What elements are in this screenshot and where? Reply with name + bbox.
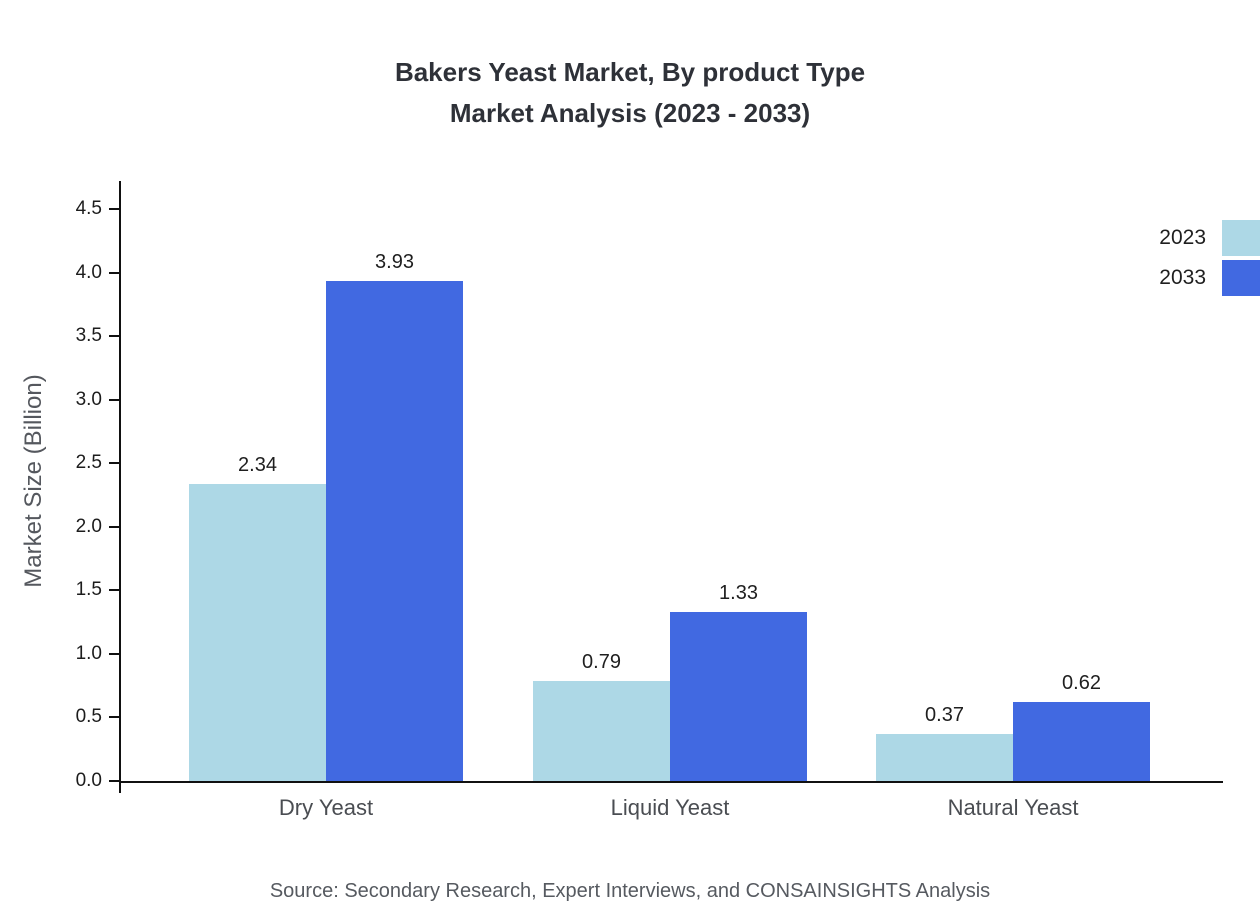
chart-title-line2: Market Analysis (2023 - 2033) — [449, 98, 811, 128]
y-axis-tick — [109, 462, 119, 465]
bar-2023-dry-yeast — [189, 483, 326, 781]
y-axis-tick-label: 4.0 — [75, 261, 102, 283]
y-axis-tick-label: 4.5 — [75, 198, 102, 219]
y-axis-tick-label: 1.0 — [75, 642, 102, 664]
legend-label: 2023 — [1159, 226, 1206, 249]
legend-swatch-icon — [1222, 220, 1260, 256]
bar-value-label: 0.62 — [1062, 672, 1101, 695]
x-axis-line — [119, 781, 1223, 783]
legend: 2023 2033 — [1159, 218, 1260, 298]
x-axis-label-dry-yeast: Dry Yeast — [278, 795, 374, 820]
y-axis-tick — [109, 335, 119, 338]
chart-title: Bakers Yeast Market, By product Type Mar… — [0, 52, 1260, 134]
y-axis-tick — [109, 589, 119, 592]
y-axis-tick-label: 1.5 — [75, 579, 102, 601]
y-axis-tick-label: 2.0 — [75, 515, 102, 537]
legend-swatch-icon — [1222, 260, 1260, 296]
chart-title-line1: Bakers Yeast Market, By product Type — [394, 57, 866, 87]
y-axis-tick — [109, 525, 119, 528]
y-axis-tick — [109, 780, 119, 782]
bar-value-label: 3.93 — [375, 251, 414, 274]
y-axis-tick — [109, 652, 119, 655]
y-axis-tick — [109, 208, 119, 210]
y-axis-tick — [109, 398, 119, 401]
y-axis-line — [119, 181, 121, 783]
x-axis-tick — [119, 783, 121, 793]
legend-label: 2033 — [1159, 266, 1206, 289]
y-axis-tick-label: 0.5 — [75, 706, 102, 728]
y-axis-tick-label: 2.5 — [75, 452, 102, 474]
y-axis-tick-label: 3.5 — [75, 325, 102, 347]
bar-value-label: 1.33 — [719, 581, 758, 604]
source-note: Source: Secondary Research, Expert Inter… — [269, 880, 991, 902]
y-axis-tick — [109, 271, 119, 274]
bar-2023-natural-yeast — [876, 733, 1013, 781]
bar-value-label: 0.79 — [582, 650, 621, 673]
bar-2033-liquid-yeast — [670, 611, 807, 781]
y-axis-tick-label: 3.0 — [75, 388, 102, 410]
x-axis-label-natural-yeast: Natural Yeast — [947, 795, 1079, 820]
legend-item-2033: 2033 — [1159, 258, 1260, 298]
legend-item-2023: 2023 — [1159, 218, 1260, 258]
bar-value-label: 0.37 — [925, 703, 964, 726]
bar-2023-liquid-yeast — [533, 680, 670, 781]
bar-2033-natural-yeast — [1013, 702, 1150, 781]
bar-value-label: 2.34 — [238, 453, 277, 476]
bar-2033-dry-yeast — [326, 281, 463, 781]
y-axis-tick — [109, 716, 119, 719]
y-axis-tick-label: 0.0 — [75, 770, 102, 791]
x-axis-label-liquid-yeast: Liquid Yeast — [610, 795, 730, 820]
